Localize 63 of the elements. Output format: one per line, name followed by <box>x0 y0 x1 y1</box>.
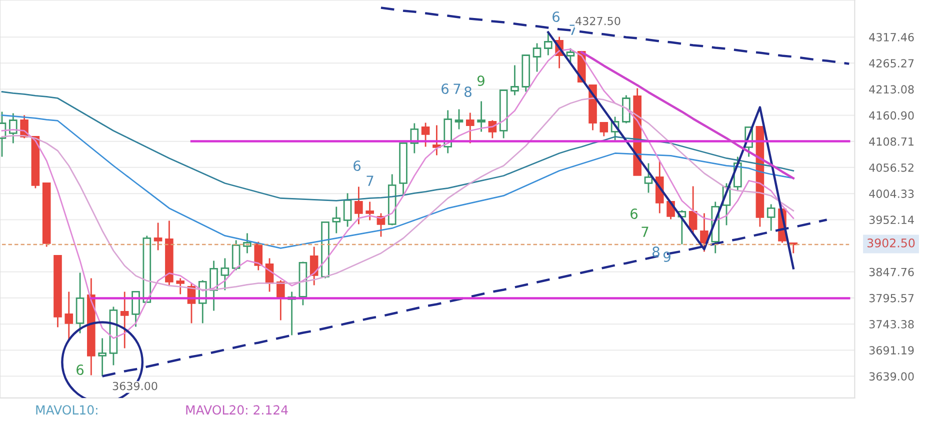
candlestick <box>466 112 474 144</box>
candlestick <box>477 100 486 132</box>
annotation: 8 <box>464 86 472 98</box>
candlestick <box>688 186 698 234</box>
y-tick-label: 4317.46 <box>869 32 914 42</box>
candlestick <box>566 48 575 64</box>
candlestick <box>532 42 542 72</box>
annotation: 9 <box>477 76 484 86</box>
y-tick-label: 4160.90 <box>869 111 914 120</box>
candlestick <box>254 241 263 271</box>
annotation: 7 <box>642 226 648 237</box>
y-tick-label: 4265.27 <box>869 59 914 68</box>
y-tick-label: 3639.00 <box>869 372 914 381</box>
annotation: 4327.50 <box>576 16 620 26</box>
candlestick <box>432 124 441 156</box>
text: MAVOL20: 2.124 <box>186 405 288 415</box>
candlestick <box>700 212 708 252</box>
candlestick <box>421 122 430 148</box>
candlestick <box>154 222 162 251</box>
annotation: 6 <box>76 364 84 376</box>
candlestick <box>220 258 230 291</box>
annotation: 6 <box>630 208 638 220</box>
candlestick <box>766 204 776 232</box>
y-tick-label: 4056.52 <box>869 163 914 172</box>
candlestick <box>120 291 129 349</box>
line-series <box>380 6 850 65</box>
annotation: 8 <box>652 246 660 258</box>
candlestick <box>132 291 140 328</box>
candlestick <box>9 112 18 144</box>
y-tick-label: 3743.38 <box>869 320 914 328</box>
candlestick <box>354 186 363 225</box>
candlestick <box>544 31 552 56</box>
y-tick-label: 3795.57 <box>869 294 914 302</box>
line-series <box>580 51 794 180</box>
annotation: 6 <box>552 12 560 22</box>
candlestick <box>243 232 252 254</box>
candlestick <box>176 278 184 295</box>
candlestick <box>332 206 341 234</box>
candlestick <box>343 192 352 228</box>
y-tick-label: 4004.33 <box>869 190 914 198</box>
candlestick <box>64 291 74 341</box>
candlestick <box>510 64 519 96</box>
candlestick <box>232 240 240 271</box>
text: 3902.50 <box>867 238 915 248</box>
annotation: 7 <box>366 176 374 186</box>
annotation: 3639.00 <box>112 382 158 390</box>
y-tick-label: 4213.08 <box>869 85 914 94</box>
annotation: 9 <box>663 252 670 262</box>
candlestick <box>98 338 106 377</box>
annotation: 7 <box>454 84 460 94</box>
text: MAVOL10: <box>36 405 98 415</box>
annotation: 6 <box>442 84 449 94</box>
candlestick <box>600 122 608 137</box>
y-tick-label: 4108.71 <box>869 137 914 146</box>
y-tick-label: 3952.14 <box>869 216 914 224</box>
annotation: 6 <box>354 160 361 172</box>
y-tick-label: 3847.76 <box>869 268 914 276</box>
candlestick <box>622 94 630 124</box>
y-tick-label: 3691.19 <box>869 346 914 355</box>
candlestick <box>644 162 653 194</box>
candlestick <box>454 108 464 130</box>
candlestick <box>210 260 218 312</box>
candlestick <box>366 201 374 221</box>
